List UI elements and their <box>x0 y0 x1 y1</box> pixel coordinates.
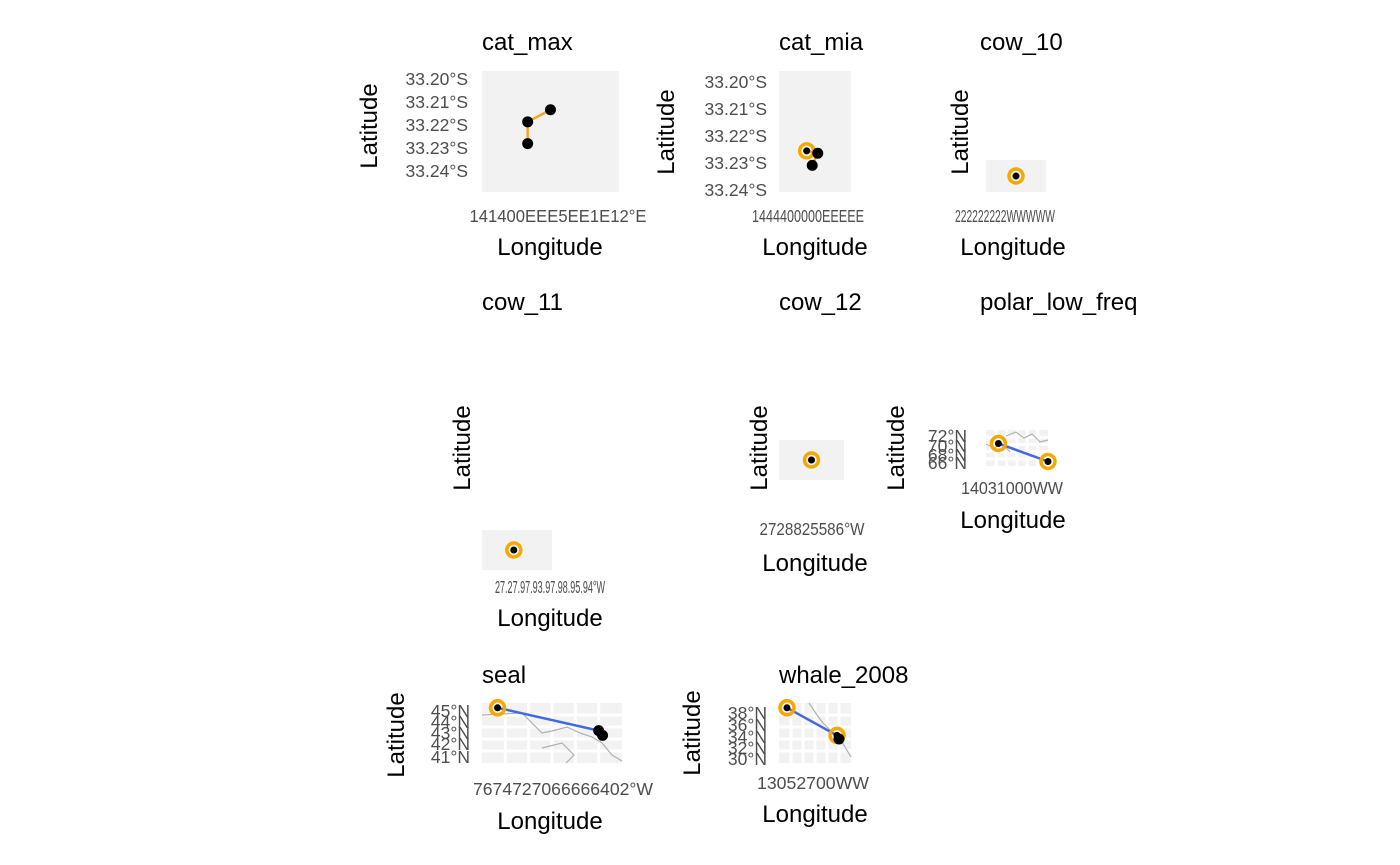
facet-title: cow_10 <box>980 29 1063 56</box>
highlight-point <box>989 434 1008 453</box>
y-axis-title: Latitude <box>383 692 410 777</box>
coastline <box>481 712 623 762</box>
highlight-point <box>802 451 821 469</box>
x-tick-labels: 1444400000EEEEE <box>752 206 864 226</box>
x-tick-labels: 2728825586°W <box>760 519 865 539</box>
facet-cow-10: cow_10 222222222WWWWW Longitude Latitude <box>947 29 1066 261</box>
x-tick-labels: 7674727066666402°W <box>473 779 653 799</box>
y-tick-label: 33.22°S <box>406 115 468 135</box>
y-tick-label: 33.21°S <box>406 92 468 112</box>
highlight-point <box>1007 167 1025 185</box>
y-tick-label: 33.24°S <box>406 161 468 181</box>
panel-background <box>779 71 851 192</box>
y-tick-label: 32°N <box>728 738 767 758</box>
facet-cow-12: cow_12 2728825586°W Longitude Latitude <box>746 289 868 577</box>
y-tick-label: 43°N <box>431 723 470 743</box>
x-axis-title: Longitude <box>497 808 602 835</box>
facet-title: polar_low_freq <box>980 289 1137 316</box>
y-tick-label: 34°N <box>728 727 767 747</box>
track-point <box>1012 172 1020 180</box>
track-line <box>997 442 1049 463</box>
track-point <box>833 733 845 745</box>
facet-cow-11: cow_11 27.27.97.93.97.98.95.94°W Longitude… <box>449 289 605 632</box>
facet-title: seal <box>482 662 526 689</box>
x-axis-title: Longitude <box>762 550 867 577</box>
x-tick-labels: 13052700WW <box>757 773 869 793</box>
track-point <box>1044 458 1052 465</box>
y-tick-label: 33.20°S <box>705 72 767 92</box>
x-axis-title: Longitude <box>762 801 867 828</box>
y-tick-label: 33.22°S <box>705 126 767 146</box>
y-axis-title: Latitude <box>449 405 476 490</box>
facet-cat-max: cat_max 33.20°S 33.21°S 33.22°S 33.23°S 33.24… <box>356 29 647 261</box>
track-point <box>994 440 1002 447</box>
highlight-point <box>1039 452 1057 471</box>
y-tick-label: 30°N <box>728 749 767 769</box>
facet-polar-low-freq: polar_low_freq 72°N70°N68°N66°N 14031000WW… <box>883 289 1137 534</box>
facet-title: cow_11 <box>482 289 563 316</box>
y-tick-label: 70°N <box>928 436 967 456</box>
facet-title: cow_12 <box>779 289 862 316</box>
y-tick-label: 42°N <box>431 734 470 754</box>
highlight-point <box>778 699 796 717</box>
coastline <box>541 742 575 764</box>
y-tick-label: 41°N <box>431 747 470 767</box>
x-tick-labels: 141400EEE5EE1E12°E <box>470 206 647 226</box>
track-point <box>510 546 518 554</box>
track-point <box>806 159 818 171</box>
y-tick-label: 33.20°S <box>406 69 468 89</box>
track-point <box>522 138 534 150</box>
facet-seal: seal 45°N44°N43°N42°N41°N7674727066666402… <box>383 662 653 835</box>
x-axis-title: Longitude <box>497 234 602 261</box>
y-tick-label: 38°N <box>728 703 767 723</box>
y-tick-label: 44°N <box>431 712 470 732</box>
y-tick-label: 68°N <box>928 445 967 465</box>
y-axis-title: Latitude <box>947 89 974 174</box>
track-point <box>803 147 811 155</box>
track-point <box>545 104 556 116</box>
track-point <box>522 116 534 128</box>
y-tick-label: 66°N <box>928 453 967 473</box>
y-axis-title: Latitude <box>883 405 910 490</box>
facet-whale-2008: whale_2008 38°N36°N34°N32°N30°N 13052700WW… <box>679 662 908 828</box>
x-axis-title: Longitude <box>960 507 1065 534</box>
panel-background <box>482 71 619 192</box>
facet-cat-mia: cat_mia 33.20°S 33.21°S 33.22°S 33.23°S 33.24… <box>653 29 868 261</box>
x-tick-labels: 222222222WWWWW <box>955 206 1055 226</box>
highlight-point <box>505 541 523 559</box>
y-axis-title: Latitude <box>679 690 706 775</box>
y-tick-label: 72°N <box>928 426 967 446</box>
y-tick-label: 33.24°S <box>705 180 767 200</box>
y-tick-label: 45°N <box>431 701 470 721</box>
x-axis-title: Longitude <box>960 234 1065 261</box>
y-axis-title: Latitude <box>356 83 383 168</box>
x-tick-labels: 27.27.97.93.97.98.95.94°W <box>495 577 605 597</box>
x-tick-labels: 14031000WW <box>961 478 1063 498</box>
track-point <box>597 729 609 741</box>
facet-title: cat_max <box>482 29 573 56</box>
y-axis-title: Latitude <box>653 89 680 174</box>
x-axis-title: Longitude <box>497 605 602 632</box>
y-axis-title: Latitude <box>746 405 773 490</box>
track-point <box>808 456 815 464</box>
track-point <box>812 147 824 159</box>
y-tick-label: 33.23°S <box>705 153 767 173</box>
panels: cat_max 33.20°S 33.21°S 33.22°S 33.23°S 33.24… <box>356 29 1137 835</box>
y-tick-label: 33.21°S <box>705 99 767 119</box>
y-tick-label: 33.23°S <box>406 138 468 158</box>
y-tick-label: 36°N <box>728 715 767 735</box>
facet-title: cat_mia <box>779 29 864 56</box>
track-point <box>783 704 791 712</box>
x-axis-title: Longitude <box>762 234 867 261</box>
coastline <box>1005 431 1049 443</box>
track-point <box>494 704 502 712</box>
facet-title: whale_2008 <box>778 662 908 689</box>
highlight-point <box>488 699 507 717</box>
